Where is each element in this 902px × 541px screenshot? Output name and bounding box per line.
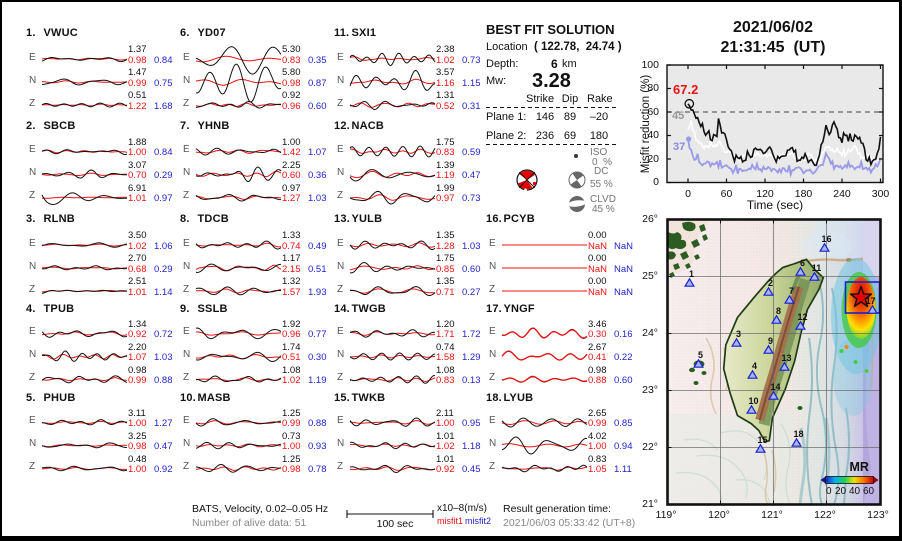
svg-text:17: 17 [865, 296, 875, 306]
svg-text:1: 1 [688, 269, 693, 279]
svg-text:7: 7 [788, 286, 793, 296]
svg-text:2: 2 [767, 278, 772, 288]
svg-text:MR: MR [849, 460, 868, 474]
svg-text:9: 9 [767, 336, 772, 346]
svg-text:10: 10 [748, 396, 758, 406]
svg-text:16: 16 [821, 234, 831, 244]
svg-text:15: 15 [757, 435, 767, 445]
svg-text:12: 12 [797, 312, 807, 322]
svg-text:20: 20 [835, 486, 847, 497]
svg-text:5: 5 [697, 350, 702, 360]
svg-text:6: 6 [799, 258, 804, 268]
svg-text:40: 40 [849, 486, 861, 497]
svg-text:13: 13 [781, 353, 791, 363]
svg-text:0: 0 [826, 486, 832, 497]
svg-text:8: 8 [775, 306, 780, 316]
svg-text:11: 11 [811, 263, 821, 273]
svg-text:4: 4 [751, 361, 756, 371]
svg-text:14: 14 [770, 382, 780, 392]
svg-text:3: 3 [735, 329, 740, 339]
svg-text:60: 60 [863, 486, 875, 497]
svg-text:18: 18 [793, 429, 803, 439]
